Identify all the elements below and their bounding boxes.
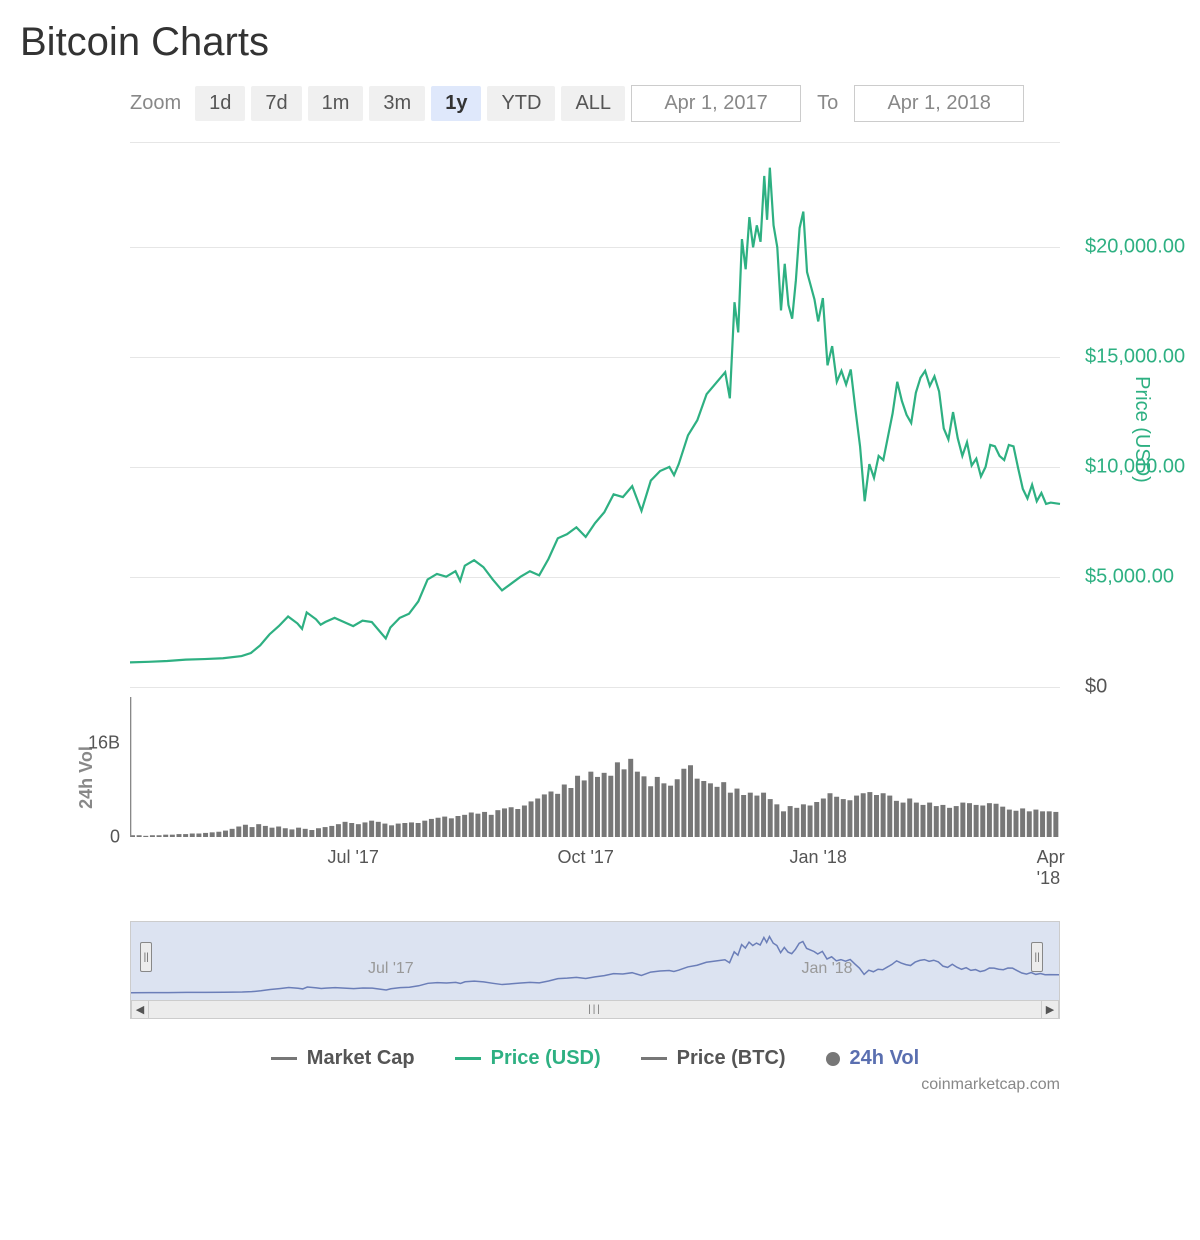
y-tick-label: $20,000.00 <box>1085 236 1185 259</box>
zoom-1y-button[interactable]: 1y <box>431 86 481 121</box>
price-chart[interactable]: $0$5,000.00$10,000.00$15,000.00$20,000.0… <box>130 142 1060 692</box>
chart-container: $0$5,000.00$10,000.00$15,000.00$20,000.0… <box>130 142 1060 1094</box>
nav-x-label: Jul '17 <box>368 960 414 978</box>
zoom-controls: Zoom 1d7d1m3m1yYTDALL To <box>130 85 1180 122</box>
volume-axis-title: 24h Vol <box>76 746 97 809</box>
x-tick-label: Jan '18 <box>789 847 846 868</box>
legend-item-24h-vol[interactable]: 24h Vol <box>826 1047 920 1070</box>
vol-tick-label: 0 <box>110 827 120 848</box>
zoom-all-button[interactable]: ALL <box>561 86 625 121</box>
y-tick-label: $15,000.00 <box>1085 346 1185 369</box>
scroll-right-icon[interactable]: ▶ <box>1041 1001 1059 1018</box>
zoom-ytd-button[interactable]: YTD <box>487 86 555 121</box>
y-tick-label: $5,000.00 <box>1085 565 1174 588</box>
legend-item-price-btc-[interactable]: Price (BTC) <box>641 1047 786 1070</box>
scroll-grip-icon[interactable]: ||| <box>588 1004 602 1015</box>
y-axis-title: Price (USD) <box>1130 376 1153 483</box>
zoom-7d-button[interactable]: 7d <box>251 86 301 121</box>
legend-swatch <box>826 1052 840 1066</box>
nav-x-label: Jan '18 <box>801 960 852 978</box>
date-to-label: To <box>817 92 838 115</box>
legend-label: 24h Vol <box>850 1047 920 1070</box>
x-axis: Jul '17Oct '17Jan '18Apr '18 <box>130 841 1060 881</box>
vol-tick-label: 16B <box>88 733 120 754</box>
zoom-1m-button[interactable]: 1m <box>308 86 364 121</box>
zoom-1d-button[interactable]: 1d <box>195 86 245 121</box>
legend-label: Price (USD) <box>491 1047 601 1070</box>
legend-item-price-usd-[interactable]: Price (USD) <box>455 1047 601 1070</box>
zoom-3m-button[interactable]: 3m <box>369 86 425 121</box>
navigator-handle-left[interactable]: || <box>140 942 152 972</box>
legend-item-market-cap[interactable]: Market Cap <box>271 1047 415 1070</box>
date-to-input[interactable] <box>854 85 1024 122</box>
legend-swatch <box>455 1057 481 1060</box>
legend-swatch <box>641 1057 667 1060</box>
attribution: coinmarketcap.com <box>130 1076 1060 1094</box>
legend: Market Cap Price (USD) Price (BTC) 24h Vol <box>130 1047 1060 1070</box>
x-tick-label: Apr '18 <box>1037 847 1065 889</box>
legend-label: Market Cap <box>307 1047 415 1070</box>
date-from-input[interactable] <box>631 85 801 122</box>
legend-label: Price (BTC) <box>677 1047 786 1070</box>
page-title: Bitcoin Charts <box>20 20 1180 65</box>
navigator[interactable]: Jul '17 Jan '18 || || <box>130 921 1060 1001</box>
x-tick-label: Oct '17 <box>557 847 613 868</box>
y-tick-label: $0 <box>1085 675 1107 698</box>
scroll-left-icon[interactable]: ◀ <box>131 1001 149 1018</box>
zoom-label: Zoom <box>130 92 181 115</box>
x-tick-label: Jul '17 <box>327 847 378 868</box>
volume-chart[interactable]: 24h Vol 016B <box>130 697 1060 837</box>
navigator-handle-right[interactable]: || <box>1031 942 1043 972</box>
navigator-scrollbar[interactable]: ◀ ||| ▶ <box>130 1001 1060 1019</box>
legend-swatch <box>271 1057 297 1060</box>
